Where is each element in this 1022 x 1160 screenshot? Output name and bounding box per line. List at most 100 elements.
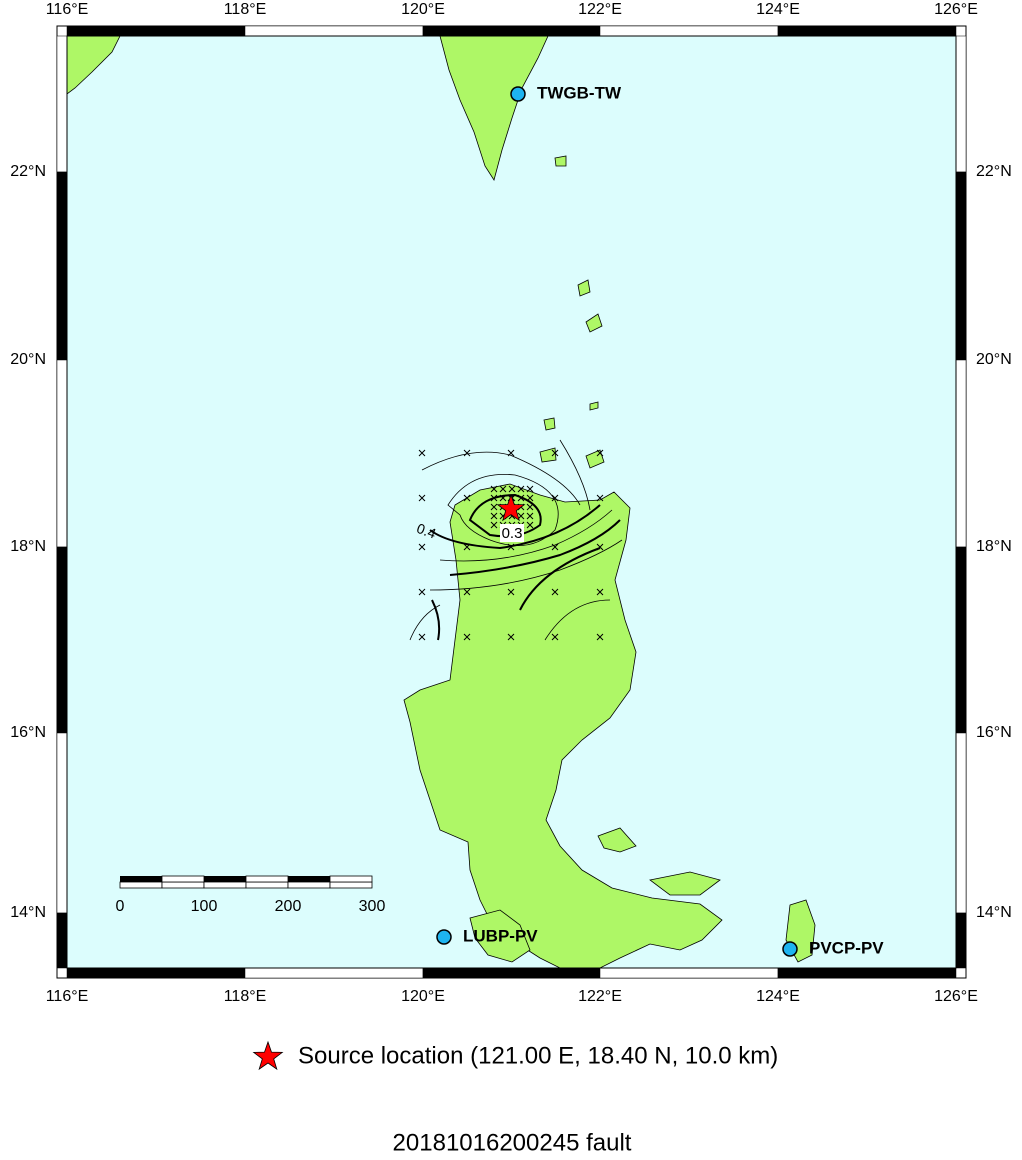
frame-band (56, 546, 68, 734)
grid-cross (463, 633, 471, 641)
station-label: TWGB-TW (537, 83, 622, 102)
lon-label: 118°E (224, 988, 267, 1005)
grid-cross (551, 494, 559, 502)
scale-label: 0 (116, 898, 125, 915)
grid-cross (596, 633, 604, 641)
lon-label: 126°E (934, 1, 978, 18)
frame-band (422, 25, 601, 37)
grid-cross (490, 494, 498, 502)
grid-cross (507, 449, 515, 457)
scale-segment-white (245, 875, 289, 883)
frame-band (955, 912, 967, 969)
scale-segment (329, 881, 373, 889)
grid-cross (418, 494, 426, 502)
station-label: LUBP-PV (463, 926, 538, 945)
frame-band (422, 967, 601, 979)
scale-segment (120, 876, 162, 882)
grid-cross (507, 588, 515, 596)
frame-band (955, 35, 967, 173)
lon-label: 124°E (756, 1, 800, 18)
station-marker (436, 929, 452, 945)
grid-cross (490, 512, 498, 520)
grid-cross (526, 494, 534, 502)
lon-label: 124°E (756, 988, 800, 1005)
contour-label: 0.4 (415, 520, 439, 542)
frame-band (955, 732, 967, 914)
grid-cross (507, 543, 515, 551)
grid-cross (490, 503, 498, 511)
frame-band (777, 967, 957, 979)
lon-label: 122°E (578, 988, 622, 1005)
frame-band (955, 171, 967, 361)
contour-label-bg (500, 524, 524, 542)
map-border (66, 35, 957, 969)
legend-star (252, 1040, 284, 1071)
lat-label: 20°N (10, 351, 46, 368)
grid-cross (596, 588, 604, 596)
lon-label: 116°E (46, 1, 89, 18)
scale-segment (287, 881, 331, 889)
grid-cross (596, 494, 604, 502)
grid-cross (418, 449, 426, 457)
frame-band (56, 359, 68, 548)
grid-cross (418, 543, 426, 551)
frame-band (599, 25, 779, 37)
frame-band (56, 171, 68, 361)
contour-label: 0.3 (502, 525, 523, 542)
lat-label: 14°N (10, 904, 46, 921)
lon-label: 120°E (401, 1, 445, 18)
lon-label: 118°E (224, 1, 267, 18)
frame-band (599, 967, 779, 979)
frame-band (66, 25, 246, 37)
lon-label: 116°E (46, 988, 89, 1005)
source-star (496, 493, 526, 522)
frame-band (66, 967, 246, 979)
scale-segment (288, 876, 330, 882)
land (66, 35, 816, 969)
scale-label: 200 (275, 898, 302, 915)
grid-cross (517, 512, 525, 520)
grid-cross (508, 485, 516, 493)
grid-cross (517, 485, 525, 493)
station-marker (782, 941, 798, 957)
scale-segment (245, 881, 289, 889)
lat-label: 22°N (10, 163, 46, 180)
lat-label: 16°N (10, 724, 46, 741)
grid-cross (517, 494, 525, 502)
frame-band (56, 912, 68, 969)
scale-segment-white (329, 875, 373, 883)
lat-label: 14°N (976, 904, 1012, 921)
grid-cross (499, 485, 507, 493)
lat-label: 18°N (976, 538, 1012, 555)
map-frame (56, 25, 967, 979)
scale-segment-white (161, 875, 205, 883)
frame-band (955, 359, 967, 548)
scale-label: 100 (191, 898, 218, 915)
frame-band (56, 732, 68, 914)
frame-band (244, 25, 424, 37)
grid-cross (490, 521, 498, 529)
scale-segment (204, 876, 246, 882)
grid-cross (526, 485, 534, 493)
frame-band (56, 35, 68, 173)
grid-cross (526, 512, 534, 520)
grid-cross (526, 503, 534, 511)
lon-label: 126°E (934, 988, 978, 1005)
grid-cross (490, 485, 498, 493)
scale-segment (203, 881, 247, 889)
scale-segment (119, 881, 163, 889)
grid-cross (596, 449, 604, 457)
station-label: PVCP-PV (809, 938, 884, 957)
grid-cross (551, 543, 559, 551)
grid-cross (499, 494, 507, 502)
grid-cross (463, 588, 471, 596)
scale-label: 300 (359, 898, 386, 915)
grid-cross (551, 449, 559, 457)
legend-label: Source location (121.00 E, 18.40 N, 10.0… (298, 1042, 778, 1069)
station-marker (510, 86, 526, 102)
lat-label: 20°N (976, 351, 1012, 368)
grid-cross (418, 588, 426, 596)
lat-label: 16°N (976, 724, 1012, 741)
grid-cross (596, 543, 604, 551)
